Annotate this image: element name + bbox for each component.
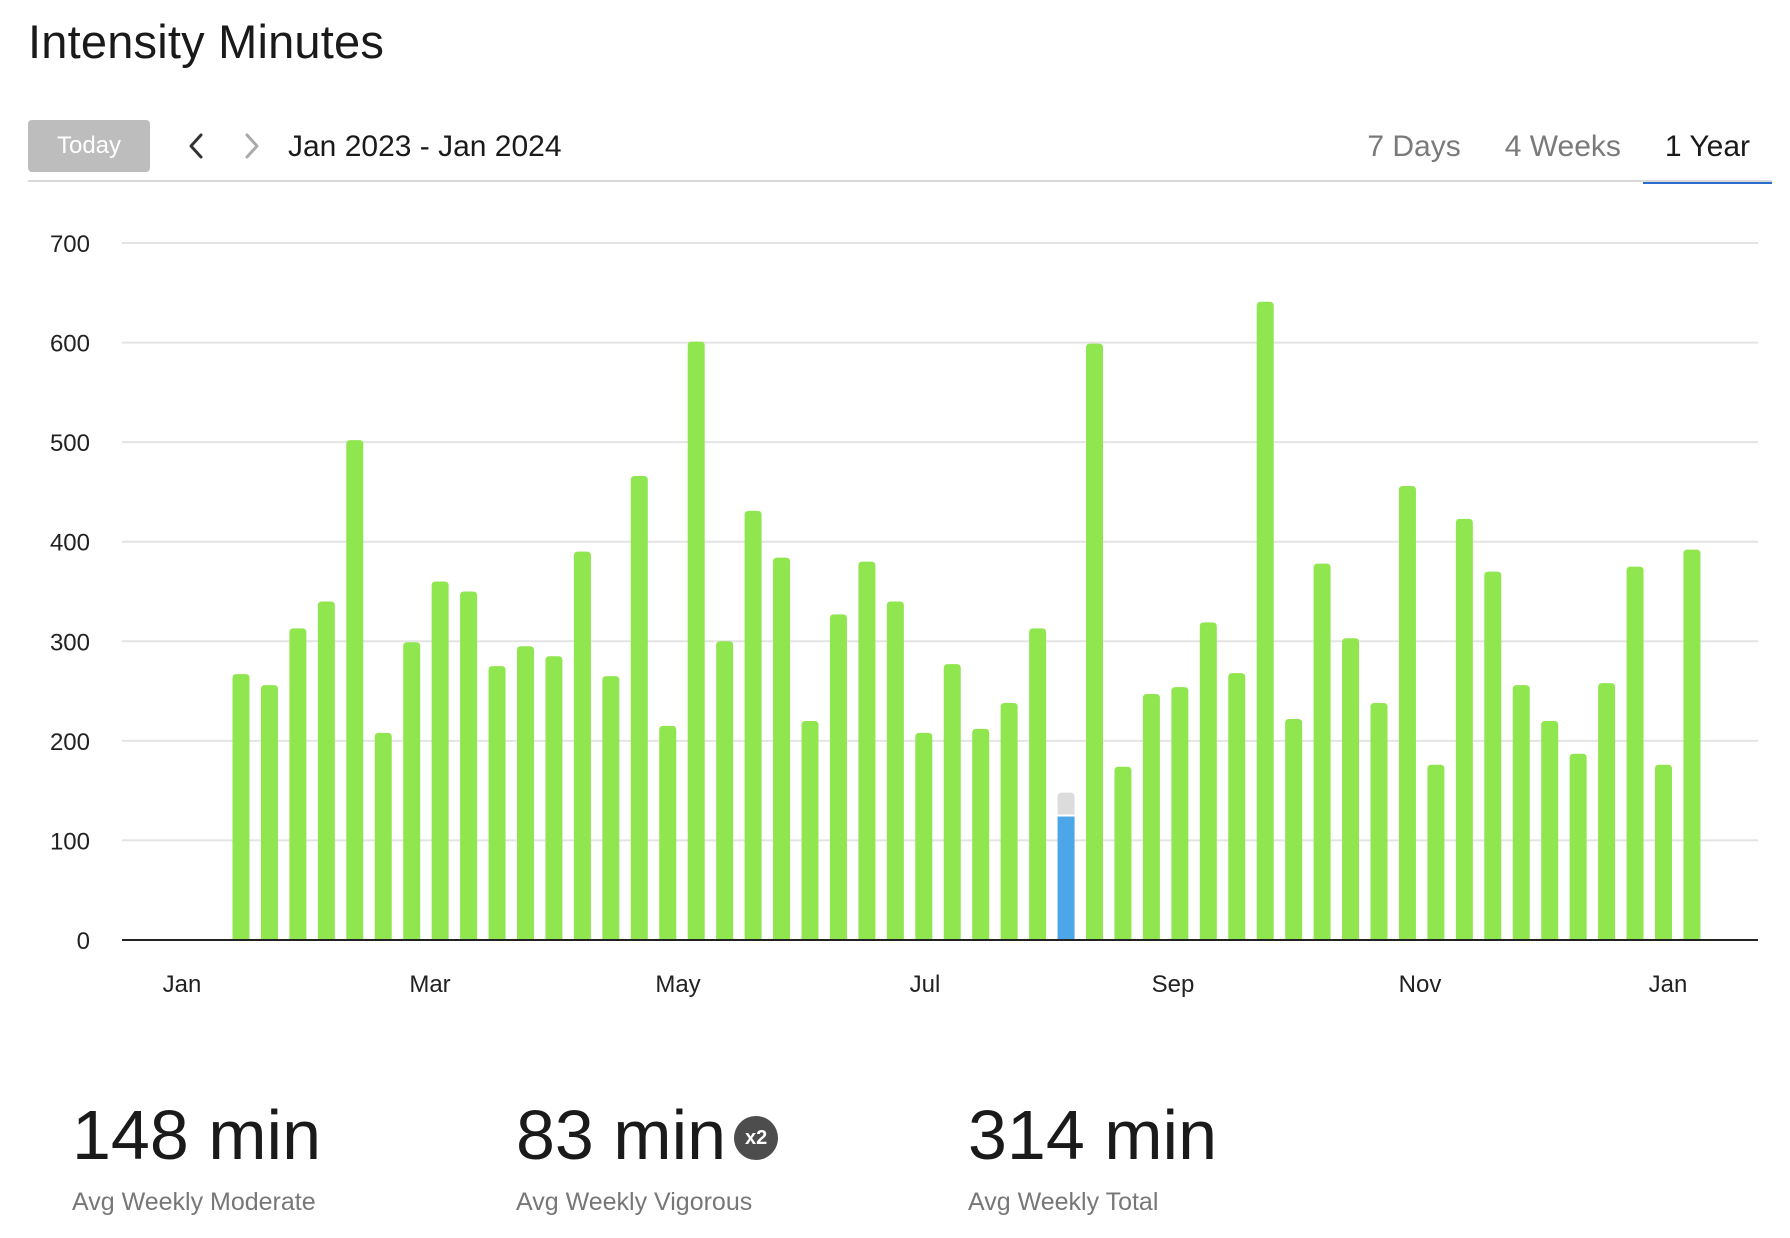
bar [1569,753,1587,940]
chevron-left-icon [189,133,203,159]
tab-7-days[interactable]: 7 Days [1367,130,1461,163]
bar [915,732,933,940]
y-tick-label: 400 [50,530,90,557]
bar [346,440,364,940]
bar [1626,566,1644,940]
x-tick-label: Sep [1152,971,1195,998]
x-tick-label: Jul [910,971,941,998]
bar [260,685,278,940]
bar [1598,683,1616,940]
bar [1484,571,1502,940]
x-tick-label: Nov [1399,971,1442,998]
bar [1029,628,1047,940]
bar [232,674,250,940]
bar [858,561,876,940]
stat-vigorous: 83 min x2 Avg Weekly Vigorous [516,1096,779,1217]
stat-total: 314 min Avg Weekly Total [968,1100,1217,1217]
y-tick-label: 600 [50,331,90,358]
multiplier-badge: x2 [734,1116,779,1160]
page-title: Intensity Minutes [28,15,385,68]
bar [773,557,791,940]
previous-period-button[interactable] [176,126,216,166]
stat-vigorous-label: Avg Weekly Vigorous [516,1188,753,1216]
toolbar: Today Jan 2023 - Jan 2024 7 Days 4 Weeks… [28,120,1773,184]
stat-vigorous-value: 83 min x2 [516,1096,779,1174]
stat-moderate-label: Avg Weekly Moderate [72,1188,316,1216]
bar [659,725,677,940]
bar [1086,343,1103,940]
bar [403,642,421,940]
stat-moderate-value: 148 min [72,1100,321,1170]
next-period-button[interactable] [232,126,272,166]
bar [517,646,534,940]
x-tick-label: Jan [1649,971,1688,998]
bar [1171,687,1189,940]
y-tick-label: 200 [50,729,90,756]
stat-vigorous-value-text: 83 min [516,1096,727,1174]
bar [1427,764,1445,940]
bar [289,628,307,940]
stat-total-value: 314 min [968,1100,1217,1170]
bar [829,614,847,940]
stats-summary: 148 min Avg Weekly Moderate 83 min x2 Av… [0,1100,1790,1238]
y-tick-label: 100 [50,828,90,855]
bar [1256,301,1274,940]
bar [1683,549,1701,940]
range-tabs: 7 Days 4 Weeks 1 Year [1345,120,1773,184]
today-button[interactable]: Today [28,120,150,172]
bar [744,510,762,940]
bar [1655,764,1672,940]
y-tick-label: 700 [50,231,90,258]
bar [943,664,961,940]
tab-4-weeks[interactable]: 4 Weeks [1504,130,1621,163]
bar [1199,622,1217,940]
x-tick-label: Jan [163,971,202,998]
bar [972,728,990,940]
bar [1313,563,1331,940]
date-range-label: Jan 2023 - Jan 2024 [288,130,562,163]
bar [716,641,734,940]
stat-total-value-text: 314 min [968,1096,1218,1174]
intensity-minutes-chart: 0 100 200 300 400 500 600 700 Jan Mar May Jul Sep Nov… [50,231,1758,998]
y-tick-label: 300 [50,629,90,656]
bar [630,475,648,940]
bar [1000,703,1018,940]
bar [573,551,591,940]
stat-total-label: Avg Weekly Total [968,1188,1159,1216]
x-tick-label: Mar [409,971,450,998]
bar [602,676,620,940]
bar [1228,673,1246,940]
bar [1541,720,1559,940]
bar [488,666,506,940]
chevron-right-icon [245,133,259,159]
x-tick-label: May [655,971,700,998]
bar-selected [1057,816,1075,940]
bar [687,341,705,941]
bar [1398,485,1416,940]
bar [545,656,563,940]
bar [1114,766,1132,940]
tab-1-year[interactable]: 1 Year [1642,120,1773,184]
bar [317,601,335,940]
stat-moderate: 148 min Avg Weekly Moderate [72,1100,321,1217]
bar [886,601,904,940]
stat-moderate-value-text: 148 min [72,1096,322,1174]
bar [1455,518,1473,940]
bar [1512,685,1530,940]
y-tick-label: 0 [77,928,90,955]
bar [801,720,819,940]
bar [1142,694,1160,940]
bar [1342,638,1360,940]
bar [1370,703,1388,940]
bar [431,581,449,940]
toolbar-divider [28,180,1772,182]
bar [374,732,392,940]
bar [1285,718,1303,940]
bar-selected-remainder [1057,792,1075,815]
bar [460,591,478,940]
y-tick-label: 500 [50,430,90,457]
